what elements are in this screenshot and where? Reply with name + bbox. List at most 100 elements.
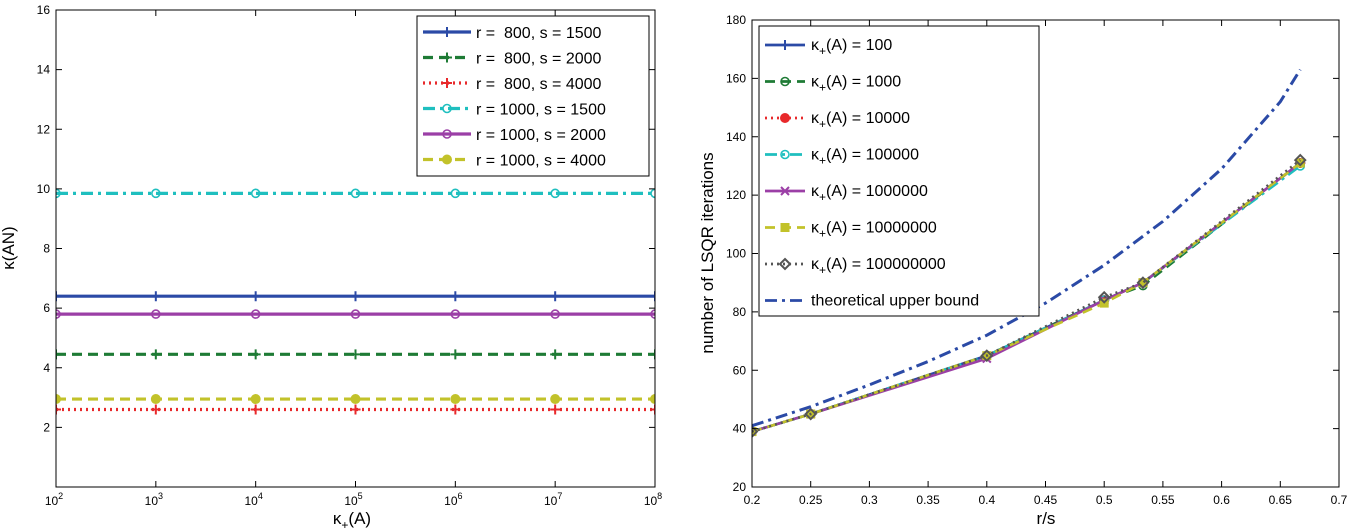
data-point [650, 291, 655, 302]
legend-swatch-marker [780, 223, 790, 232]
data-point [450, 309, 461, 319]
data-point [1293, 153, 1307, 167]
legend-swatch-marker [778, 257, 792, 271]
series-line [752, 161, 1302, 433]
series-line [752, 68, 1302, 428]
right-series-layer [752, 68, 1307, 438]
data-point [350, 309, 361, 319]
data-point [350, 188, 361, 199]
data-point [56, 309, 61, 319]
x-tick-label: 0.35 [916, 493, 940, 507]
data-point [752, 425, 759, 438]
data-point [350, 404, 361, 415]
x-tick-label: 103 [145, 491, 163, 508]
data-point [250, 291, 261, 302]
legend-entry-label: κ+(A) = 1000000 [811, 183, 928, 204]
y-tick-label: 10 [37, 182, 51, 196]
right-x-axis-label: r/s [1037, 509, 1056, 528]
legend-entry-label: r = 1000, s = 2000 [476, 127, 606, 144]
legend-entry-label: r = 800, s = 4000 [476, 76, 602, 93]
legend-entry-label: r = 1000, s = 4000 [476, 153, 606, 170]
data-point [150, 349, 161, 360]
right-legend-box [758, 25, 1040, 317]
series-group [752, 68, 1302, 428]
legend-entry-label: theoretical upper bound [811, 293, 979, 310]
legend-entry-label: κ+(A) = 100 [811, 37, 892, 58]
series-line [752, 159, 1302, 433]
y-tick-label: 40 [733, 422, 747, 436]
y-tick-label: 2 [43, 420, 50, 434]
left-y-axis-label: κ(AN) [0, 226, 18, 269]
data-point [250, 309, 261, 319]
data-point [56, 349, 61, 360]
x-tick-label: 104 [244, 491, 262, 508]
x-tick-label: 0.6 [1213, 493, 1230, 507]
data-point [250, 349, 261, 360]
x-tick-label: 0.55 [1151, 493, 1175, 507]
x-tick-label: 0.2 [744, 493, 761, 507]
legend-swatch-marker [442, 27, 452, 37]
legend-swatch-marker [780, 149, 790, 160]
legend-entry-label: κ+(A) = 100000000 [811, 256, 946, 277]
legend-swatch-marker [442, 154, 452, 165]
x-tick-label: 0.25 [799, 493, 823, 507]
y-tick-label: 140 [726, 130, 746, 144]
legend-swatch-marker [442, 52, 452, 63]
data-point [151, 309, 161, 319]
data-point [650, 188, 655, 199]
data-point [650, 309, 655, 319]
data-point [450, 188, 461, 199]
x-tick-label: 0.45 [1034, 493, 1058, 507]
data-point [450, 404, 461, 415]
data-point [56, 291, 61, 302]
data-point [350, 349, 361, 360]
legend-entry-label: r = 1000, s = 1500 [476, 102, 606, 119]
data-point [56, 188, 61, 199]
legend-swatch-marker [780, 40, 790, 50]
y-tick-label: 16 [37, 3, 51, 17]
y-tick-label: 60 [733, 363, 747, 377]
data-point [150, 394, 161, 405]
left-legend: r = 800, s = 1500 r = 800, s = 2000 r = 80… [416, 15, 650, 177]
right-legend: κ+(A) = 100 κ+(A) = 1000 κ+(A) = 10000 κ+(A… [758, 25, 1040, 317]
x-tick-label: 108 [644, 491, 662, 508]
series-group [56, 291, 655, 302]
y-tick-label: 80 [733, 305, 747, 319]
series-group [56, 404, 655, 415]
x-tick-label: 0.65 [1269, 493, 1293, 507]
legend-entry-label: κ+(A) = 100000 [811, 147, 919, 168]
data-point [550, 309, 560, 319]
series-group [752, 153, 1307, 438]
data-point [650, 394, 655, 405]
y-tick-label: 8 [43, 242, 50, 256]
data-point [1097, 290, 1111, 304]
data-point [250, 394, 261, 405]
data-point [650, 349, 655, 360]
data-point [450, 291, 461, 302]
legend-swatch-marker [780, 186, 790, 196]
data-point [150, 404, 161, 415]
x-tick-label: 105 [344, 491, 362, 508]
data-point [1136, 276, 1150, 290]
legend-swatch-marker [780, 113, 790, 123]
right-y-axis-label: number of LSQR iterations [698, 152, 717, 353]
data-point [550, 404, 561, 415]
series-group [56, 394, 655, 405]
y-tick-label: 20 [733, 480, 747, 494]
series-group [56, 188, 655, 199]
legend-swatch-marker [780, 76, 790, 87]
x-tick-label: 0.5 [1096, 493, 1113, 507]
data-point [150, 291, 161, 302]
data-point [550, 188, 560, 199]
y-tick-label: 14 [37, 63, 51, 77]
data-point [450, 349, 461, 360]
data-point [980, 349, 994, 363]
left-series-layer [56, 188, 655, 415]
left-legend-box [416, 15, 650, 177]
series-group [56, 309, 655, 319]
x-tick-label: 0.3 [861, 493, 878, 507]
x-tick-label: 102 [45, 491, 63, 508]
right-chart: 20 40 60 80 100 120 140 160 180 0.2 0.25 0.3 0.35 0.4… [698, 13, 1348, 528]
y-tick-label: 180 [726, 13, 746, 27]
